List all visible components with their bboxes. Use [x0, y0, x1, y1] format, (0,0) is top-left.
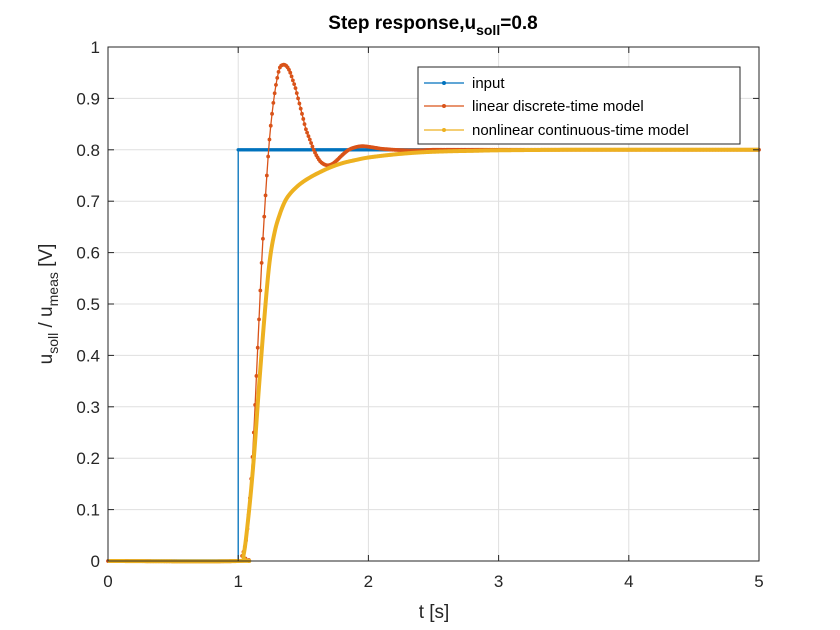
y-tick-label: 0.9	[76, 89, 100, 108]
y-tick-label: 0.5	[76, 295, 100, 314]
y-tick-label: 1	[91, 38, 100, 57]
linear-point	[267, 137, 272, 142]
linear-point	[263, 193, 268, 198]
chart-title-subscript: soll	[476, 22, 500, 38]
linear-point	[262, 214, 267, 219]
legend-marker-input	[442, 81, 446, 85]
linear-point	[300, 111, 304, 116]
linear-point	[310, 144, 315, 149]
linear-point	[306, 134, 311, 138]
linear-point	[272, 91, 277, 96]
linear-point	[296, 96, 300, 101]
linear-point	[305, 130, 310, 135]
y-tick-label: 0.1	[76, 501, 100, 520]
legend: input linear discrete-time model nonline…	[417, 66, 741, 145]
y-tick-label: 0	[91, 552, 100, 571]
linear-point	[268, 123, 273, 128]
linear-point	[293, 86, 298, 91]
legend-box	[417, 66, 741, 145]
linear-point	[257, 317, 261, 322]
y-axis-label: usoll / umeas [V]	[36, 244, 61, 365]
linear-point	[298, 106, 303, 111]
linear-point	[289, 74, 294, 79]
linear-point	[266, 154, 271, 159]
y-tick-label: 0.7	[76, 192, 100, 211]
legend-label-linear: linear discrete-time model	[472, 98, 644, 115]
linear-point	[301, 117, 306, 121]
chart-title-main: Step response,u	[328, 13, 476, 34]
linear-point	[290, 78, 295, 83]
linear-point	[309, 141, 314, 145]
y-tick-label: 0.8	[76, 141, 100, 160]
linear-point	[261, 236, 265, 241]
linear-point	[255, 345, 260, 350]
linear-point	[311, 147, 316, 152]
legend-entry-input: input	[424, 75, 505, 92]
linear-point	[287, 67, 291, 72]
y-tick-label: 0.2	[76, 449, 100, 468]
linear-point	[264, 173, 269, 178]
x-tick-label: 0	[103, 572, 112, 591]
y-axis-label-sub2: meas	[45, 272, 61, 306]
linear-point	[275, 75, 280, 80]
linear-point	[288, 70, 293, 75]
linear-point	[294, 91, 299, 95]
legend-entry-linear: linear discrete-time model	[424, 98, 644, 115]
legend-entry-nonlinear: nonlinear continuous-time model	[424, 122, 689, 139]
linear-point	[259, 260, 264, 265]
y-axis-label-u1: u	[36, 354, 57, 365]
chart-title: Step response,usoll=0.8	[328, 13, 537, 38]
x-tick-label: 2	[364, 572, 373, 591]
x-axis-label: t [s]	[419, 602, 450, 623]
y-tick-label: 0.6	[76, 244, 100, 263]
linear-point	[274, 83, 278, 87]
legend-marker-linear	[442, 104, 446, 108]
linear-point	[292, 82, 297, 86]
series-layer	[106, 62, 761, 564]
x-tick-label: 1	[233, 572, 242, 591]
legend-label-input: input	[472, 75, 505, 92]
y-axis-label-unit: [V]	[36, 244, 57, 273]
x-tick-label: 3	[494, 572, 503, 591]
legend-marker-nonlinear	[442, 128, 446, 132]
linear-point	[297, 101, 302, 106]
linear-point	[271, 101, 276, 105]
x-tick-label: 4	[624, 572, 633, 591]
y-axis-label-sub1: soll	[45, 333, 61, 354]
y-tick-label: 0.4	[76, 346, 100, 365]
y-tick-label: 0.3	[76, 398, 100, 417]
linear-point	[307, 137, 312, 142]
chart-title-tail: =0.8	[500, 13, 538, 34]
linear-point	[304, 127, 308, 132]
linear-point	[276, 70, 281, 74]
linear-point	[302, 122, 307, 126]
legend-label-nonlinear: nonlinear continuous-time model	[472, 122, 689, 139]
x-tick-label: 5	[754, 572, 763, 591]
linear-point	[254, 374, 259, 378]
linear-point	[270, 111, 274, 116]
linear-point	[258, 288, 263, 293]
y-axis-label-u2: / u	[36, 306, 57, 332]
ticks: 0 1 2 3 4 5 0 0.1 0.2 0.3 0.4 0.5 0.6 0.7 0.8 0.9 1	[76, 38, 763, 591]
